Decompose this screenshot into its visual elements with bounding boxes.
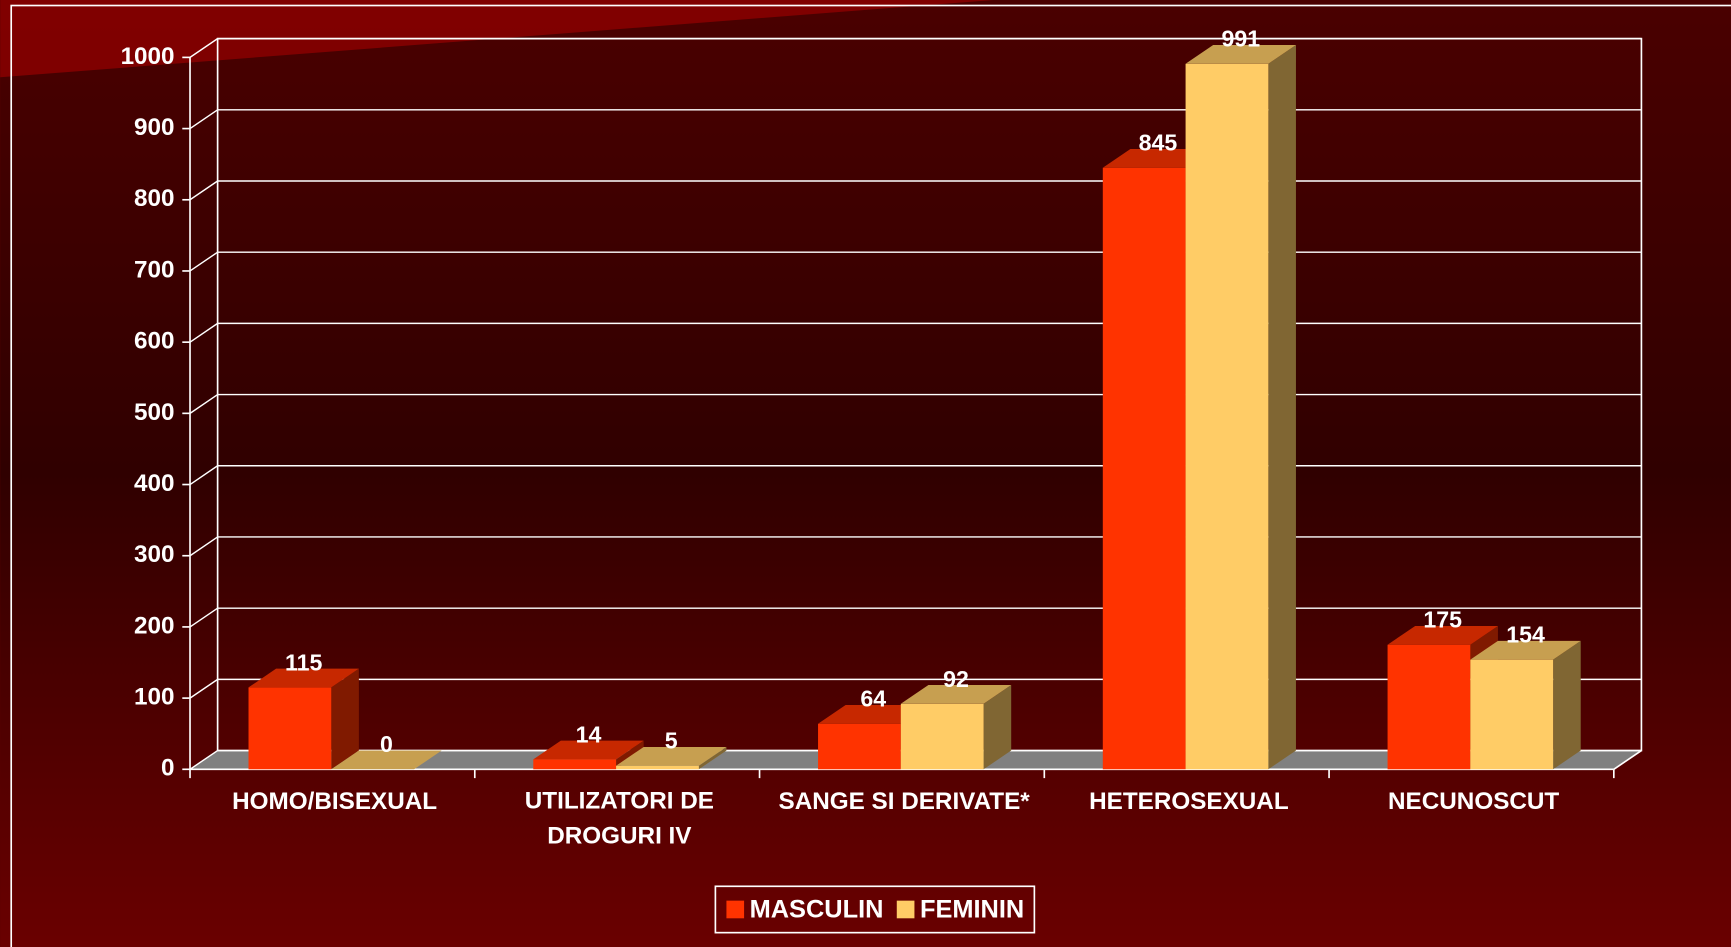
y-tick-label: 300 <box>134 541 174 568</box>
y-tick-label: 400 <box>134 470 174 497</box>
data-label: 0 <box>380 731 393 757</box>
x-tick-label-line: UTILIZATORI DE <box>525 788 714 815</box>
bar <box>248 668 359 770</box>
plot: 0 100 200 300 400 500 600 700 800 900 1000 HOMO/BIS… <box>121 26 1643 934</box>
bar-front <box>1185 63 1269 770</box>
data-label: 5 <box>665 728 678 754</box>
bar-front <box>1470 659 1554 770</box>
bar-front <box>248 687 332 770</box>
y-tick-label: 700 <box>134 256 174 283</box>
data-label: 845 <box>1139 130 1178 156</box>
decor <box>0 0 994 78</box>
bar <box>900 685 1012 770</box>
bar <box>616 746 727 770</box>
x-tick-label: SANGE SI DERIVATE* <box>779 788 1031 815</box>
y-tick-label: 0 <box>161 755 175 782</box>
frame <box>10 4 1731 947</box>
x-tick-label: UTILIZATORI DE DROGURI IV <box>525 788 714 850</box>
x-tick-label-line: DROGURI IV <box>547 823 692 850</box>
data-label: 991 <box>1221 26 1260 52</box>
y-tick-label: 100 <box>134 684 174 711</box>
legend-label: FEMININ <box>920 895 1024 923</box>
y-tick-label: 800 <box>134 185 174 212</box>
bar-top <box>1185 45 1296 64</box>
bar-top <box>248 668 359 688</box>
x-axis-edge <box>1613 749 1642 770</box>
data-label: 92 <box>943 666 969 692</box>
data-label: 64 <box>860 686 886 712</box>
bar-side <box>698 746 727 770</box>
bar-top <box>331 750 442 770</box>
bar-side <box>983 685 1012 770</box>
data-label: 175 <box>1423 607 1462 633</box>
bar-side <box>1553 640 1581 770</box>
legend-box <box>714 885 1036 934</box>
grid-line <box>189 109 1642 130</box>
bar-top <box>1470 640 1581 660</box>
legend-swatch <box>896 900 915 919</box>
bar-front <box>533 759 617 770</box>
bar-front <box>818 723 901 770</box>
grid-line <box>189 37 1642 58</box>
x-tick-label: HETEROSEXUAL <box>1089 788 1289 815</box>
bar <box>1470 640 1581 770</box>
y-tick-label: 900 <box>134 114 174 141</box>
bar-front <box>900 703 984 770</box>
data-label: 115 <box>285 649 322 675</box>
legend-swatch <box>726 900 745 919</box>
data-label: 154 <box>1506 622 1545 648</box>
bar-top <box>533 740 644 760</box>
x-tick-label: HOMO/BISEXUAL <box>232 788 437 815</box>
bar <box>331 750 442 770</box>
bar-top <box>1387 625 1498 645</box>
bar-side <box>331 668 359 770</box>
y-tick-label: 1000 <box>121 43 175 70</box>
bar-front <box>1387 644 1471 770</box>
x-tick-label: NECUNOSCUT <box>1388 788 1559 815</box>
data-label: 14 <box>576 721 602 747</box>
legend-label: MASCULIN <box>750 895 884 923</box>
bar-front <box>1102 167 1186 770</box>
bar-front <box>616 765 699 770</box>
y-tick-label: 200 <box>134 612 174 639</box>
bar-top <box>900 685 1012 704</box>
bar-side <box>1268 45 1296 770</box>
bar-top <box>616 746 727 766</box>
y-tick-label: 600 <box>134 328 174 355</box>
y-tick-label: 500 <box>134 399 174 426</box>
bar <box>1185 45 1296 770</box>
